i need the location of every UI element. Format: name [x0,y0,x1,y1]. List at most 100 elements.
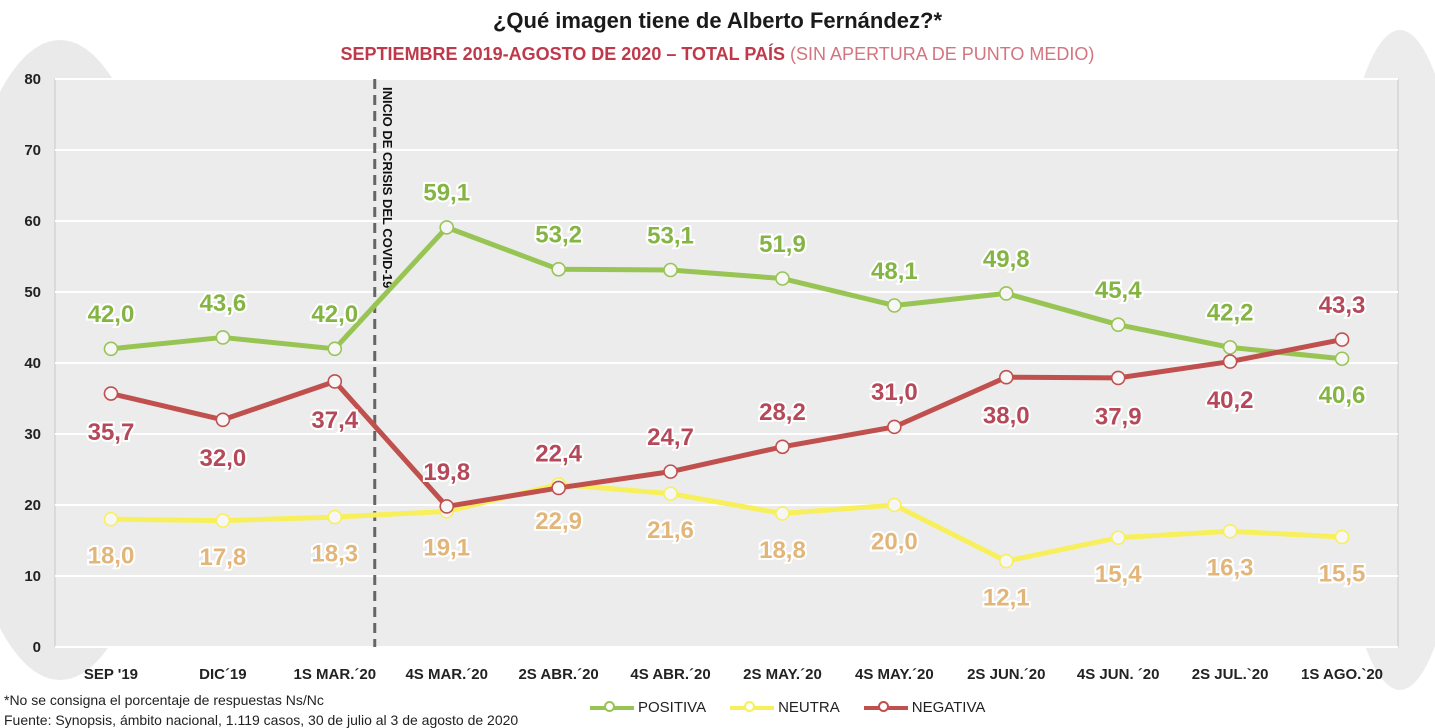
subtitle-extra: (SIN APERTURA DE PUNTO MEDIO) [790,44,1095,64]
data-point-negativa [887,419,902,435]
x-tick-label: 2S JUN.´20 [967,666,1045,683]
data-point-positiva [551,261,566,277]
data-point-positiva [439,220,455,235]
data-point-negativa [103,386,119,401]
data-label-positiva: 59,1 [423,180,470,207]
y-tick-label: 60 [24,213,41,230]
data-point-positiva [327,341,343,357]
data-point-negativa [1110,370,1126,386]
data-point-neutra [663,486,678,501]
legend-item-negativa: NEGATIVA [863,699,986,716]
data-label-negativa: 43,3 [1319,292,1366,319]
data-label-neutra: 17,8 [200,544,247,571]
legend-swatch-neutra [730,700,775,714]
data-point-negativa [327,374,343,389]
data-point-neutra [1222,523,1238,539]
covid-annotation: INICIO DE CRISIS DEL COVID-19 [380,87,395,288]
series-line-positiva [110,224,1343,362]
y-tick-label: 80 [24,71,41,88]
x-tick-label: 1S MAR.´20 [294,666,377,683]
data-label-negativa: 37,4 [311,407,358,434]
legend-swatch-negativa [863,700,908,714]
x-tick-label: SEP '19 [84,666,138,683]
data-point-positiva [663,262,678,278]
data-point-negativa [1334,332,1350,347]
data-point-neutra [215,513,231,528]
data-point-negativa [215,412,231,428]
x-tick-label: 4S MAY.´20 [855,666,934,683]
data-label-negativa: 22,4 [535,440,582,467]
data-point-neutra [887,497,902,513]
data-label-neutra: 21,6 [647,517,694,544]
data-label-positiva: 43,6 [200,290,247,317]
data-label-negativa: 24,7 [647,424,694,451]
data-point-negativa [663,464,678,479]
legend: POSITIVA NEUTRA NEGATIVA [590,699,985,716]
data-point-neutra [775,506,790,521]
x-tick-label: 4S JUN. ´20 [1077,666,1160,683]
data-label-negativa: 35,7 [88,419,135,446]
data-label-neutra: 16,3 [1207,555,1254,582]
data-label-neutra: 18,0 [88,543,135,570]
data-point-negativa [439,499,455,514]
data-label-neutra: 15,5 [1319,560,1366,587]
data-point-negativa [775,439,790,455]
data-label-negativa: 32,0 [200,445,247,472]
legend-label-negativa: NEGATIVA [911,699,986,716]
data-point-positiva [887,298,902,313]
data-label-neutra: 22,9 [535,508,582,535]
data-point-positiva [215,330,231,345]
data-point-positiva [998,286,1014,301]
data-label-negativa: 31,0 [871,379,918,406]
y-tick-label: 10 [24,568,41,585]
data-label-positiva: 53,2 [535,222,582,249]
data-label-positiva: 40,6 [1319,382,1366,409]
data-point-neutra [998,553,1014,569]
legend-swatch-positiva [590,700,634,714]
data-label-positiva: 53,1 [647,222,694,249]
y-tick-label: 30 [24,426,41,443]
data-point-positiva [1110,317,1126,332]
data-point-neutra [327,509,343,525]
data-label-positiva: 51,9 [759,231,806,258]
x-tick-label: 1S AGO.`20 [1301,666,1383,683]
subtitle-main: SEPTIEMBRE 2019-AGOSTO DE 2020 – TOTAL P… [340,44,786,64]
x-tick-label: 4S ABR.´20 [630,666,710,683]
chart-title: ¿Qué imagen tiene de Alberto Fernández?* [492,8,943,33]
data-label-neutra: 15,4 [1095,561,1142,588]
data-point-negativa [1222,354,1238,369]
data-point-neutra [1334,529,1350,545]
x-tick-label: DIC´19 [199,666,247,683]
data-label-positiva: 45,4 [1095,277,1142,304]
data-point-neutra [1110,530,1126,545]
data-label-negativa: 19,8 [423,459,470,486]
data-label-neutra: 20,0 [871,528,918,555]
data-label-positiva: 42,0 [88,301,135,328]
data-point-positiva [103,341,119,357]
data-label-negativa: 37,9 [1095,403,1142,430]
data-point-positiva [1222,340,1238,355]
data-label-positiva: 49,8 [983,246,1030,273]
footnote: *No se consigna el porcentaje de respues… [4,692,324,708]
legend-label-neutra: NEUTRA [778,699,840,716]
x-tick-label: 2S ABR.´20 [518,666,598,683]
y-tick-label: 50 [24,284,41,301]
chart-subtitle: SEPTIEMBRE 2019-AGOSTO DE 2020 – TOTAL P… [0,44,1435,65]
data-label-positiva: 42,2 [1207,300,1254,327]
y-tick-label: 40 [24,355,41,372]
line-chart: 0 10 20 30 40 50 60 70 80 SEP '19 DIC´19 1S MAR.´20… [24,71,1399,683]
x-tick-label: 4S MAR.´20 [405,666,488,683]
y-tick-label: 0 [33,639,41,656]
data-label-negativa: 40,2 [1207,387,1254,414]
data-label-negativa: 28,2 [759,399,806,426]
data-label-positiva: 42,0 [311,301,358,328]
data-label-positiva: 48,1 [871,258,918,285]
data-point-positiva [775,271,790,286]
source-note: Fuente: Synopsis, ámbito nacional, 1.119… [4,712,519,728]
legend-label-positiva: POSITIVA [638,699,707,716]
series-line-negativa [110,337,1343,509]
legend-item-positiva: POSITIVA [590,699,706,716]
data-point-neutra [103,511,119,527]
y-tick-label: 20 [24,497,41,514]
data-point-negativa [551,480,566,496]
